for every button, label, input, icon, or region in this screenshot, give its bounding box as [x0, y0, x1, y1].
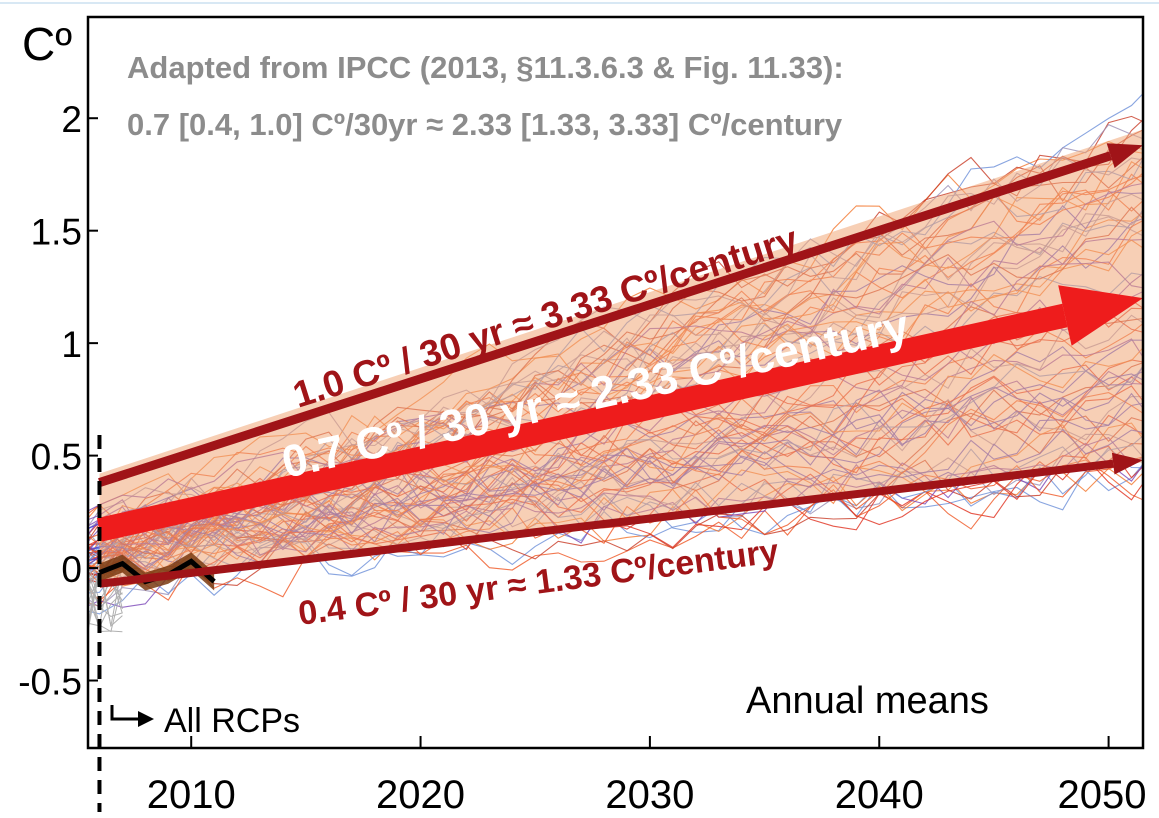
annual-means-label: Annual means: [746, 680, 989, 722]
lower-trend-arrow-head: [1111, 452, 1143, 475]
all-rcps-label: All RCPs: [164, 702, 300, 740]
y-tick-label: 1: [61, 324, 82, 365]
central-trend-arrow-head: [1058, 285, 1143, 346]
lower-trend-arrow-shaft: [98, 459, 1114, 588]
all-rcps-arrow-icon: [138, 711, 154, 727]
trend-arrows: [96, 143, 1143, 588]
upper-trend-arrow-shaft: [98, 151, 1113, 487]
y-tick-label: -0.5: [18, 662, 82, 703]
model-run-line: [88, 442, 1143, 586]
x-tick-label: 2050: [1058, 773, 1147, 817]
x-tick-label: 2030: [605, 773, 694, 817]
all-rcps-arrow-shaft: [110, 705, 140, 721]
y-tick-label: 0: [61, 549, 82, 590]
chart-title-line-2: 0.7 [0.4, 1.0] Cº/30yr ≈ 2.33 [1.33, 3.3…: [127, 107, 843, 142]
y-axis: -0.5 0 0.5 1 1.5 2: [18, 99, 98, 703]
model-run-line: [88, 459, 1143, 602]
y-tick-label: 0.5: [31, 437, 82, 478]
y-tick-label: 1.5: [31, 212, 82, 253]
central-trend-arrow-shaft: [96, 303, 1068, 542]
x-tick-label: 2010: [147, 773, 236, 817]
plot-frame: [86, 15, 1145, 750]
x-tick-label: 2020: [376, 773, 465, 817]
y-tick-label: 2: [61, 99, 82, 140]
x-axis: 2010 2020 2030 2040 2050: [147, 736, 1147, 817]
chart-title-line-1: Adapted from IPCC (2013, §11.3.6.3 & Fig…: [127, 50, 844, 85]
x-tick-label: 2040: [835, 773, 924, 817]
plot-area: [88, 92, 1143, 633]
y-axis-label: Cº: [22, 18, 72, 70]
upper-trend-arrow-head: [1106, 143, 1143, 169]
all-rcps-annotation: All RCPs: [110, 702, 300, 740]
